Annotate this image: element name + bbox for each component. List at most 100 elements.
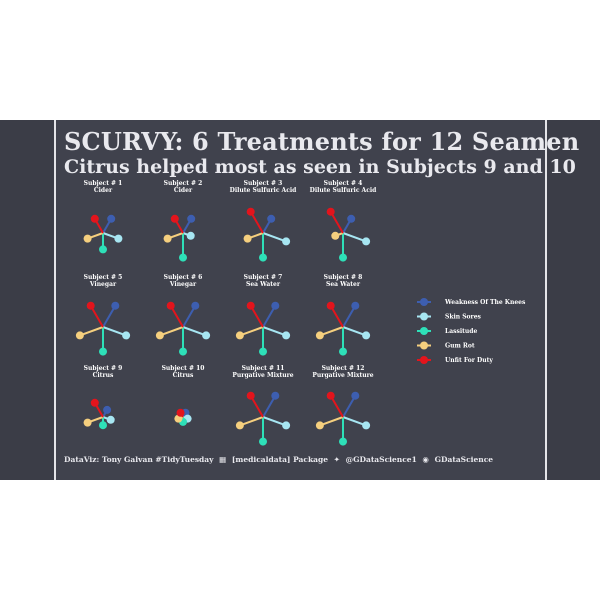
subject-label: Subject # 12 <box>322 365 365 372</box>
spoke-skin <box>262 326 287 337</box>
treatment-label: Citrus <box>93 372 114 379</box>
subject-label: Subject # 3 <box>244 180 283 187</box>
legend-label-gum: Gum Rot <box>445 343 475 350</box>
dot-weakness <box>111 301 120 310</box>
dot-gum <box>155 331 164 340</box>
caption-credit: DataViz: Tony Galvan #TidyTuesday <box>64 455 214 464</box>
spoke-unfit <box>249 211 264 234</box>
dot-skin <box>106 415 115 424</box>
treatment-label: Dilute Sulfuric Acid <box>310 187 377 194</box>
subject-label: Subject # 5 <box>84 274 123 281</box>
spoke-unfit <box>169 305 184 328</box>
legend-dot-weakness <box>420 298 428 306</box>
dot-unfit <box>86 301 95 310</box>
treatment-label: Vinegar <box>169 281 197 288</box>
caption: DataViz: Tony Galvan #TidyTuesday ▦ [med… <box>64 455 496 464</box>
dot-unfit <box>326 301 335 310</box>
spoke-skin <box>342 232 367 243</box>
subject-label: Subject # 7 <box>244 274 283 281</box>
dot-skin <box>114 234 123 243</box>
subject-label: Subject # 4 <box>324 180 363 187</box>
spoke-weakness <box>342 305 357 328</box>
chart-title: SCURVY: 6 Treatments for 12 Seamen <box>64 127 580 156</box>
spoke-gum <box>319 326 344 337</box>
dot-gum <box>83 234 92 243</box>
legend-label-unfit: Unfit For Duty <box>445 357 493 364</box>
legend-dot-gum <box>420 341 428 350</box>
dot-skin <box>282 237 291 246</box>
subject-label: Subject # 6 <box>164 274 203 281</box>
treatment-label: Cider <box>94 187 113 194</box>
dot-lassitude <box>99 421 107 430</box>
dot-gum <box>235 421 244 430</box>
dot-unfit <box>246 301 255 310</box>
chart-panel <box>54 120 547 480</box>
dot-lassitude <box>99 347 107 356</box>
legend-dot-unfit <box>420 356 428 364</box>
dot-skin <box>362 421 371 430</box>
dot-lassitude <box>179 347 187 356</box>
spoke-unfit <box>329 395 344 418</box>
table-icon: ▦ <box>219 455 227 464</box>
dot-gum <box>75 331 84 340</box>
dot-lassitude <box>339 347 347 356</box>
dot-gum <box>331 231 340 240</box>
treatment-label: Cider <box>174 187 193 194</box>
dot-unfit <box>326 391 335 400</box>
dot-weakness <box>347 214 356 223</box>
dot-weakness <box>187 214 196 223</box>
chart-subtitle: Citrus helped most as seen in Subjects 9… <box>64 156 576 178</box>
dot-unfit <box>176 408 185 417</box>
spoke-skin <box>182 326 207 337</box>
dot-gum <box>235 331 244 340</box>
dot-skin <box>362 331 371 340</box>
spoke-skin <box>342 326 367 337</box>
dot-lassitude <box>179 253 187 262</box>
spoke-gum <box>79 326 104 337</box>
subject-label: Subject # 11 <box>242 365 285 372</box>
subject-label: Subject # 10 <box>162 365 205 372</box>
dot-gum <box>163 234 172 243</box>
spoke-weakness <box>262 305 277 328</box>
subject-label: Subject # 1 <box>84 180 123 187</box>
caption-twitter: @GDataScience1 <box>345 455 417 464</box>
dot-unfit <box>90 214 99 223</box>
legend-dot-skin <box>420 312 428 321</box>
treatment-label: Citrus <box>173 372 194 379</box>
spoke-weakness <box>102 305 117 328</box>
spoke-skin <box>102 326 127 337</box>
dot-weakness <box>103 405 112 414</box>
treatment-label: Purgative Mixture <box>232 372 293 379</box>
dot-unfit <box>246 207 255 216</box>
subject-label: Subject # 8 <box>324 274 363 281</box>
caption-package: [medicaldata] Package <box>231 455 329 464</box>
github-icon: ◉ <box>422 455 429 464</box>
spoke-skin <box>342 416 367 427</box>
twitter-icon: ✦ <box>333 455 340 464</box>
subject-label: Subject # 9 <box>84 365 123 372</box>
dot-lassitude <box>99 245 107 254</box>
treatment-label: Sea Water <box>326 281 361 288</box>
dot-weakness <box>191 301 200 310</box>
spoke-skin <box>262 232 287 243</box>
dot-skin <box>282 421 291 430</box>
spoke-unfit <box>249 395 264 418</box>
dot-weakness <box>351 301 360 310</box>
legend-label-weakness: Weakness Of The Knees <box>444 299 526 306</box>
spoke-unfit <box>329 305 344 328</box>
caption-github: GDataScience <box>434 455 494 464</box>
legend-label-skin: Skin Sores <box>445 314 482 321</box>
dot-unfit <box>90 398 99 407</box>
spoke-unfit <box>329 211 344 234</box>
dot-skin <box>122 331 131 340</box>
dot-unfit <box>170 214 179 223</box>
dot-lassitude <box>339 253 347 262</box>
legend-dot-lassitude <box>420 327 428 335</box>
dot-skin <box>202 331 211 340</box>
dot-gum <box>243 234 252 243</box>
spoke-unfit <box>249 305 264 328</box>
spoke-gum <box>159 326 184 337</box>
dot-gum <box>315 331 324 340</box>
dot-lassitude <box>259 437 267 446</box>
